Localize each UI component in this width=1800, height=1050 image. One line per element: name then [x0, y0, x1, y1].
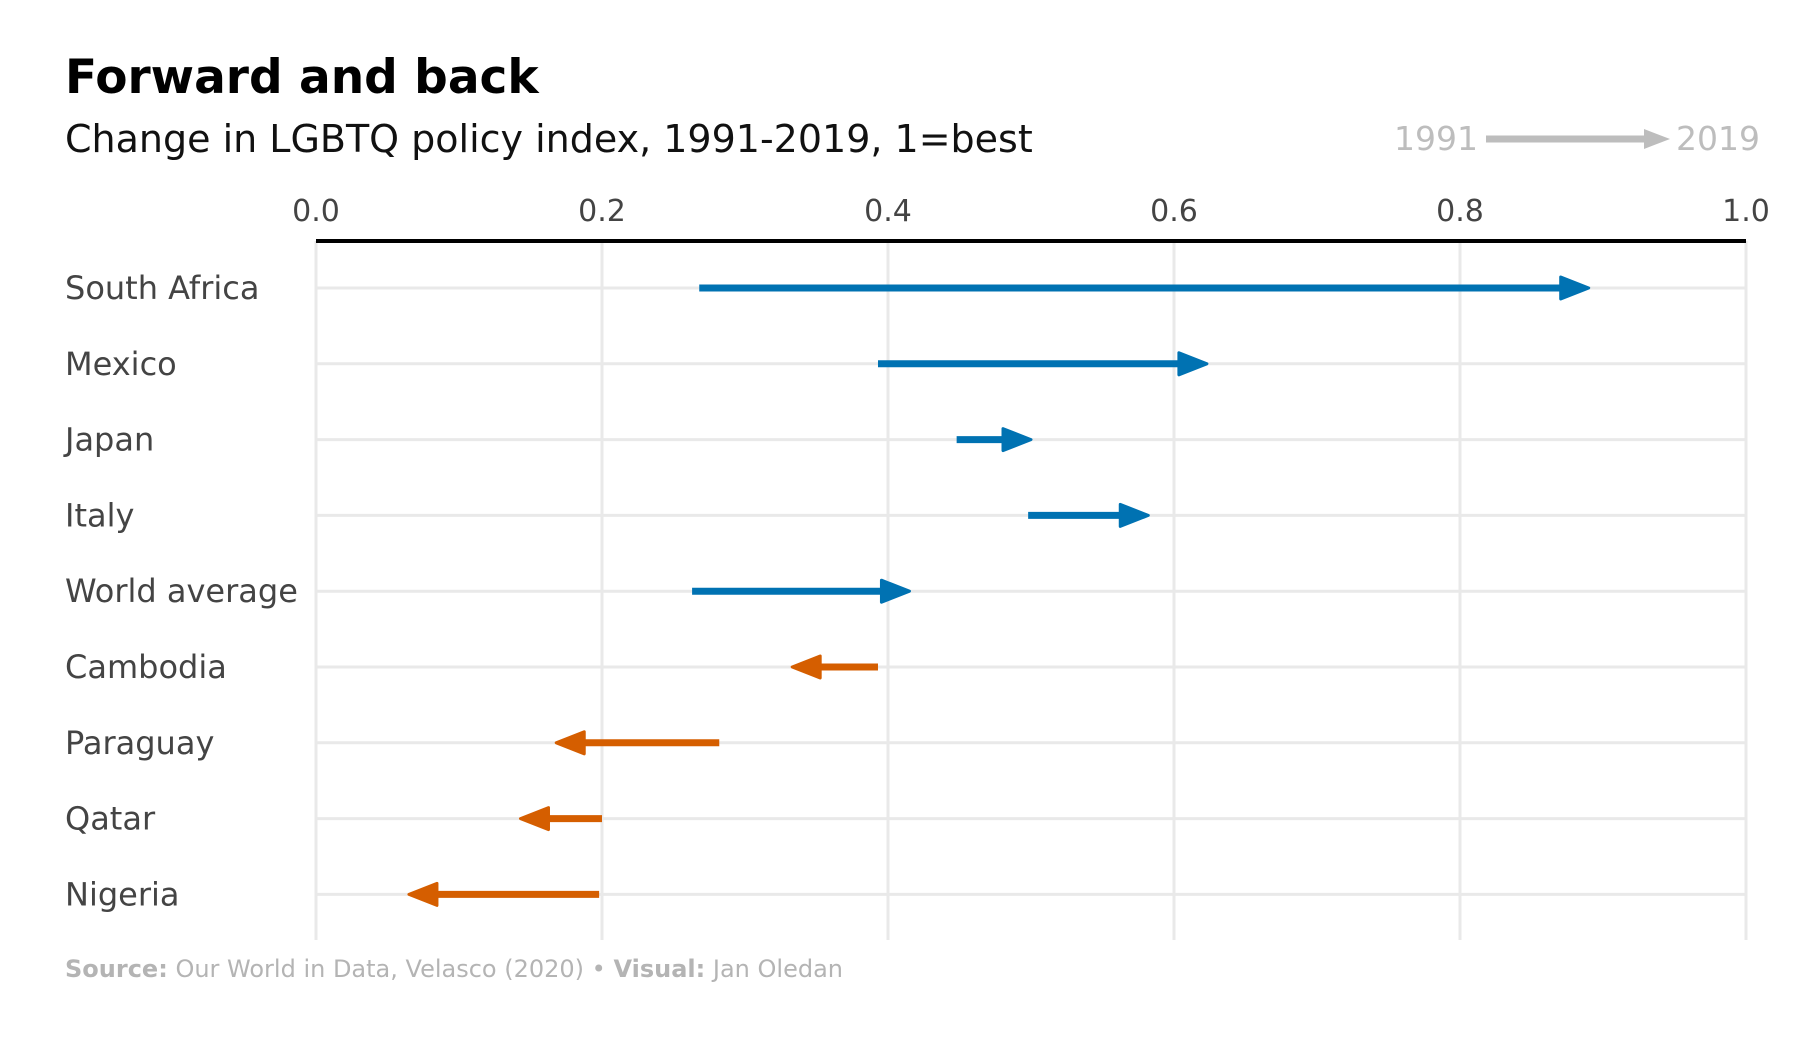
arrow-qatar — [518, 806, 602, 832]
x-tick-label: 0.4 — [864, 194, 912, 229]
grid — [314, 239, 1748, 940]
visual-text: Jan Oledan — [712, 955, 843, 983]
arrow-head — [518, 806, 550, 832]
legend-arrow-head — [1644, 129, 1670, 149]
y-axis-labels: South Africa Mexico Japan Italy World averag… — [63, 269, 298, 913]
source-text: Our World in Data, Velasco (2020) — [175, 955, 585, 983]
footer: Source: Our World in Data, Velasco (2020… — [65, 955, 843, 983]
arrow-south-africa — [699, 275, 1591, 301]
arrow-head — [790, 654, 822, 680]
arrow-mexico — [877, 351, 1209, 377]
visual-label: Visual: — [613, 955, 706, 983]
row-label: South Africa — [65, 269, 259, 307]
arrow-head — [1177, 351, 1209, 377]
arrow-japan — [956, 427, 1033, 453]
legend: 1991 2019 — [1394, 119, 1760, 158]
x-tick-label: 0.0 — [292, 194, 340, 229]
row-label: Paraguay — [65, 724, 214, 762]
arrow-paraguay — [554, 730, 720, 756]
row-label: Japan — [63, 421, 154, 459]
x-tick-label: 0.8 — [1436, 194, 1484, 229]
source-label: Source: — [65, 955, 168, 983]
arrow-italy — [1028, 502, 1150, 528]
row-label: Nigeria — [65, 875, 179, 913]
legend-end-label: 2019 — [1676, 119, 1760, 158]
arrow-head — [554, 730, 586, 756]
arrow-nigeria — [407, 881, 600, 907]
arrow-head — [1559, 275, 1591, 301]
x-tick-label: 0.6 — [1150, 194, 1198, 229]
x-axis-ticks: 0.0 0.2 0.4 0.6 0.8 1.0 — [292, 194, 1770, 229]
x-tick-label: 0.2 — [578, 194, 626, 229]
arrow-head — [1001, 427, 1033, 453]
data-arrows — [407, 275, 1591, 907]
legend-start-label: 1991 — [1394, 119, 1478, 158]
row-label: Italy — [65, 496, 134, 534]
arrow-head — [407, 881, 439, 907]
x-tick-label: 1.0 — [1722, 194, 1770, 229]
row-label: World average — [65, 572, 298, 610]
row-label: Mexico — [65, 345, 177, 383]
chart-title: Forward and back — [65, 50, 539, 105]
arrow-head — [1118, 502, 1150, 528]
row-label: Qatar — [65, 800, 156, 838]
footer-separator: • — [591, 955, 606, 983]
chart-subtitle: Change in LGBTQ policy index, 1991-2019,… — [65, 117, 1033, 161]
arrow-world-average — [692, 578, 911, 604]
row-label: Cambodia — [65, 648, 227, 686]
arrow-head — [879, 578, 911, 604]
arrow-cambodia — [790, 654, 878, 680]
